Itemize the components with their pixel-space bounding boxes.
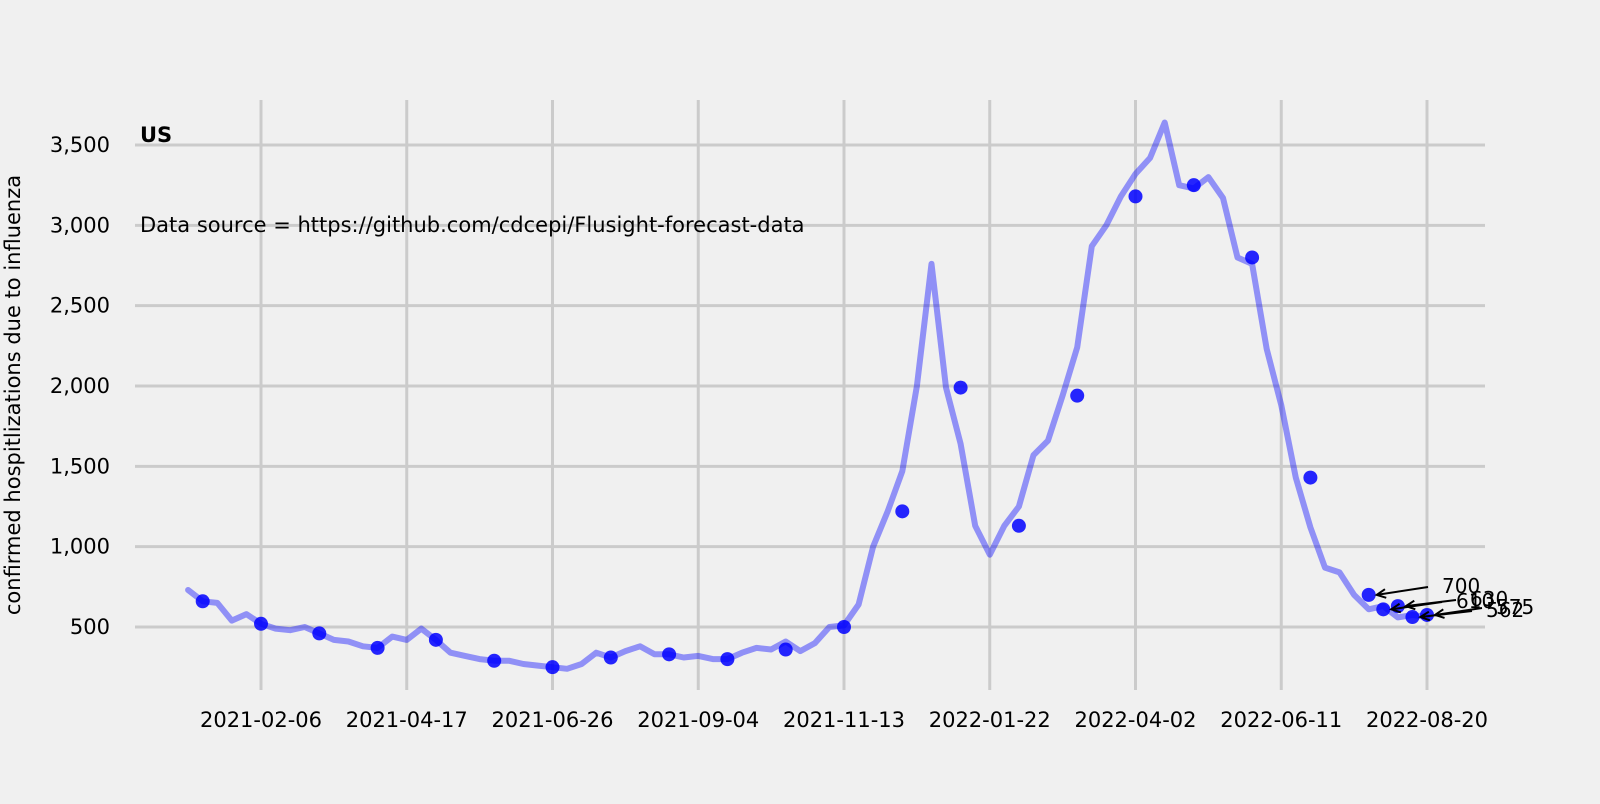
grid: [135, 100, 1485, 690]
data-point: [1376, 602, 1391, 617]
x-tick-label: 2021-06-26: [491, 708, 613, 732]
point-label-arrowhead: [1388, 602, 1402, 614]
y-tick-label: 3,000: [50, 213, 110, 237]
series-line: [185, 119, 1430, 672]
data-point: [895, 504, 910, 519]
data-point: [312, 626, 327, 641]
data-point: [603, 650, 618, 665]
y-tick-label: 3,500: [50, 133, 110, 157]
point-label-arrowhead: [1374, 588, 1387, 599]
x-tick-label: 2021-11-13: [783, 708, 905, 732]
point-label-arrow: [1376, 586, 1429, 596]
x-tick-label: 2022-06-11: [1220, 708, 1342, 732]
data-source-annotation: Data source = https://github.com/cdcepi/…: [140, 213, 805, 237]
data-point: [778, 642, 793, 657]
data-point: [254, 616, 268, 631]
data-point: [1245, 250, 1260, 265]
x-tick-label: 2021-02-06: [200, 708, 322, 732]
point-label-arrow: [1420, 610, 1473, 619]
y-axis-label: confirmed hospitlizations due to influen…: [1, 175, 25, 615]
point-label: 700: [1442, 574, 1480, 598]
x-tick-label: 2022-08-20: [1366, 708, 1488, 732]
x-tick-label: 2021-04-17: [346, 708, 468, 732]
y-tick-label: 2,000: [50, 374, 110, 398]
data-point: [370, 640, 385, 655]
data-point: [195, 594, 210, 609]
data-point: [662, 647, 677, 662]
point-label: 630: [1470, 587, 1508, 611]
point-label: 562: [1486, 598, 1524, 622]
y-tick-label: 500: [70, 615, 110, 639]
data-point: [1405, 610, 1420, 625]
data-point: [1186, 178, 1201, 193]
data-point: [1011, 518, 1026, 533]
x-tick-label: 2021-09-04: [637, 708, 759, 732]
data-point: [545, 660, 560, 675]
marker-layer: [195, 178, 1434, 675]
point-label-arrowhead: [1418, 610, 1431, 622]
x-tick-label: 2022-01-22: [929, 708, 1051, 732]
data-point: [428, 632, 443, 647]
x-tick-label: 2022-04-02: [1074, 708, 1196, 732]
data-point: [1303, 470, 1318, 485]
chart-title: US: [140, 123, 172, 147]
data-point: [1361, 587, 1376, 602]
y-tick-label: 2,500: [50, 294, 110, 318]
data-point: [1070, 388, 1085, 403]
point-label-arrow: [1391, 601, 1443, 611]
data-point: [837, 620, 851, 634]
data-point: [487, 653, 502, 668]
data-point: [953, 380, 968, 395]
series-layer: [185, 119, 1430, 672]
axis-labels: 500 1,000 1,500 2,000 2,500 3,000 3,500 2021-02…: [50, 133, 1488, 732]
point-label-arrowhead: [1403, 599, 1416, 611]
point-label: 575: [1496, 595, 1534, 619]
data-point: [720, 652, 735, 667]
data-point: [1128, 189, 1143, 204]
y-tick-label: 1,500: [50, 454, 110, 478]
y-tick-label: 1,000: [50, 535, 110, 559]
